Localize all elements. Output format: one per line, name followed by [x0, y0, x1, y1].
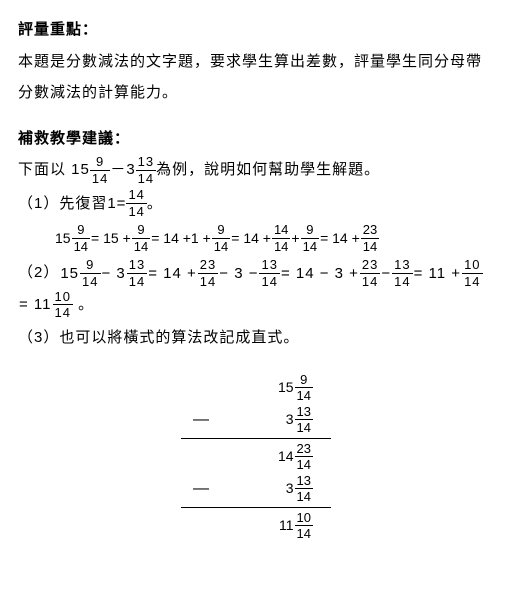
rule-2	[181, 507, 331, 508]
vrow1-frac: 914	[295, 373, 313, 403]
vrow5-frac: 1014	[295, 511, 313, 541]
step-3: （3）也可以將橫式的算法改記成直式。	[18, 322, 494, 354]
frac-9-14: 914	[90, 155, 110, 185]
intro-line: 下面以 15914－31314為例，說明如何幫助學生解題。	[18, 154, 494, 186]
vrow3-whole: 14	[278, 442, 294, 471]
intro-text-c: 為例，說明如何幫助學生解題。	[156, 161, 380, 178]
vrow3-frac: 2314	[295, 442, 313, 472]
vrow4-whole: 3	[286, 474, 294, 503]
frac-13-14: 1314	[136, 155, 156, 185]
vrow2-frac: 1314	[295, 405, 313, 435]
step2-label: （2）	[18, 264, 59, 281]
equation-1: 15914 = 15 + 914 = 14 +1 + 914 = 14 + 14…	[54, 223, 494, 253]
vrow2-whole: 3	[286, 405, 294, 434]
vertical-calc: 15914 — 31314 142314 — 31314 111014	[181, 372, 331, 542]
step-1: （1）先復習1=1414。	[18, 188, 494, 220]
intro-text-b: －3	[110, 161, 135, 178]
step-2: （2）15914 − 31314 = 14 + 2314 − 3 − 1314 …	[18, 257, 494, 320]
frac-14-14: 1414	[126, 188, 146, 218]
vrow1-whole: 15	[278, 373, 294, 402]
step1-text-b: 。	[147, 195, 163, 212]
vrow4-frac: 1314	[295, 474, 313, 504]
step2-end: 。	[73, 296, 94, 313]
heading-assessment: 評量重點：	[18, 14, 494, 46]
rule-1	[181, 438, 331, 439]
minus-icon: —	[181, 472, 221, 506]
minus-icon: —	[181, 403, 221, 437]
step1-text-a: （1）先復習1=	[18, 195, 126, 212]
heading-remedial: 補救教學建議：	[18, 123, 494, 155]
para-assessment: 本題是分數減法的文字題，要求學生算出差數，評量學生同分母帶分數減法的計算能力。	[18, 46, 494, 109]
intro-text-a: 下面以 15	[18, 161, 90, 178]
vrow5-whole: 11	[279, 511, 294, 540]
